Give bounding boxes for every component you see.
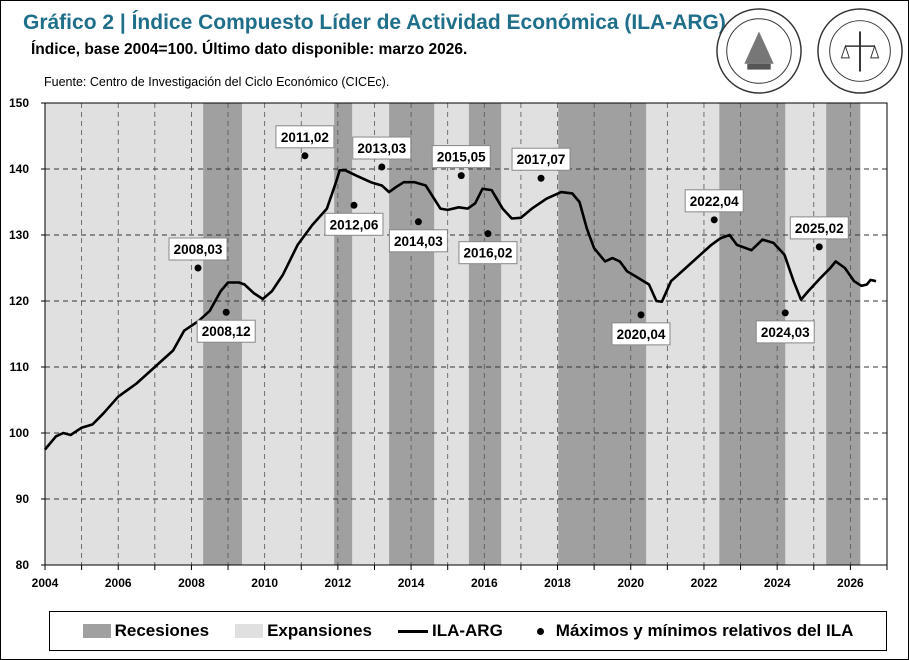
turning-point-label-box (611, 322, 671, 346)
turning-point-label-box (196, 319, 256, 343)
turning-point-dot (637, 311, 645, 319)
y-tick-label: 80 (16, 558, 30, 572)
x-tick-label: 2012 (325, 576, 352, 590)
recession-band (389, 103, 435, 565)
turning-point-dot (537, 174, 545, 182)
plot-border (44, 102, 888, 566)
x-tick-label: 2004 (32, 576, 59, 590)
turning-point-dot (378, 163, 386, 171)
legend-points: Máximos y mínimos relativos del ILA (529, 621, 854, 641)
y-tick-label: 100 (9, 426, 29, 440)
turning-point-label-box (511, 147, 571, 171)
turning-point-dot (710, 216, 718, 224)
turning-point-label-box (168, 237, 228, 261)
expansion-swatch (235, 624, 264, 638)
turning-point-label-box (755, 320, 815, 344)
turning-point-dot (457, 172, 465, 180)
y-tick-label: 140 (9, 162, 29, 176)
legend: Recesiones Expansiones ILA-ARG Máximos y… (49, 611, 887, 651)
x-tick-label: 2016 (471, 576, 498, 590)
turning-point-label-box (352, 136, 412, 160)
x-tick-label: 2008 (178, 576, 205, 590)
legend-label: Recesiones (114, 621, 210, 640)
turning-point-dot (194, 264, 202, 272)
x-tick-label: 2018 (544, 576, 571, 590)
turning-point-label: 2013,03 (357, 141, 406, 156)
turning-point-label: 2017,07 (517, 152, 566, 167)
recession-band (826, 103, 861, 565)
legend-label: Expansiones (267, 621, 372, 640)
legend-series: ILA-ARG (397, 621, 503, 641)
x-tick-label: 2020 (617, 576, 644, 590)
y-tick-label: 120 (9, 294, 29, 308)
turning-point-label: 2008,03 (174, 242, 223, 257)
turning-point-label: 2012,06 (330, 217, 379, 232)
turning-point-label: 2020,04 (617, 327, 666, 342)
turning-point-label: 2014,03 (394, 234, 443, 249)
turning-point-label-box (275, 125, 335, 149)
x-tick-label: 2022 (691, 576, 718, 590)
turning-point-label: 2008,12 (202, 324, 251, 339)
turning-point-dot (301, 152, 309, 160)
turning-point-dot (350, 201, 358, 209)
dot-swatch (536, 627, 544, 635)
legend-recessions: Recesiones (82, 621, 210, 641)
recession-band (468, 103, 502, 565)
x-tick-label: 2006 (105, 576, 132, 590)
turning-point-label: 2011,02 (281, 130, 329, 145)
x-tick-label: 2026 (837, 576, 864, 590)
chart-title: Gráfico 2 | Índice Compuesto Líder de Ac… (23, 11, 732, 34)
turning-point-label: 2022,04 (690, 194, 739, 209)
line-swatch (397, 629, 428, 633)
turning-point-dot (222, 308, 230, 316)
recession-swatch (82, 624, 111, 638)
y-tick-label: 90 (16, 492, 30, 506)
chart-plot: 80 90 100 110 120 130 140 150 2004 2006 2008 2010 20… (9, 96, 888, 590)
bolsa-rosario-logo (817, 8, 903, 94)
x-tick-label: 2010 (251, 576, 278, 590)
chart-source: Fuente: Centro de Investigación del Cicl… (44, 75, 390, 89)
turning-point-dot (484, 230, 492, 238)
turning-point-label: 2016,02 (464, 246, 513, 261)
turning-point-label-box (789, 216, 849, 240)
x-tick-label: 2014 (398, 576, 425, 590)
legend-expansions: Expansiones (235, 621, 372, 641)
y-tick-label: 130 (9, 228, 29, 242)
turning-point-label-box (431, 145, 491, 169)
turning-point-label-box (684, 189, 744, 213)
turning-point-label-box (324, 212, 384, 236)
bolsa-santa-fe-logo (716, 8, 802, 94)
legend-label: Máximos y mínimos relativos del ILA (555, 621, 854, 640)
legend-label: ILA-ARG (431, 621, 503, 640)
x-tick-label: 2024 (764, 576, 791, 590)
y-tick-label: 150 (9, 96, 29, 110)
turning-point-dot (781, 309, 789, 317)
turning-point-label-box (388, 229, 448, 253)
turning-point-dot (815, 243, 823, 251)
turning-point-label: 2025,02 (795, 221, 844, 236)
ila-arg-line (44, 169, 877, 451)
turning-point-label: 2015,05 (437, 150, 486, 165)
chart-subtitle: Índice, base 2004=100. Último dato dispo… (31, 41, 468, 58)
turning-point-dot (414, 218, 422, 226)
turning-point-label: 2024,03 (761, 325, 810, 340)
turning-point-label-box (458, 241, 518, 265)
y-tick-label: 110 (10, 360, 30, 374)
